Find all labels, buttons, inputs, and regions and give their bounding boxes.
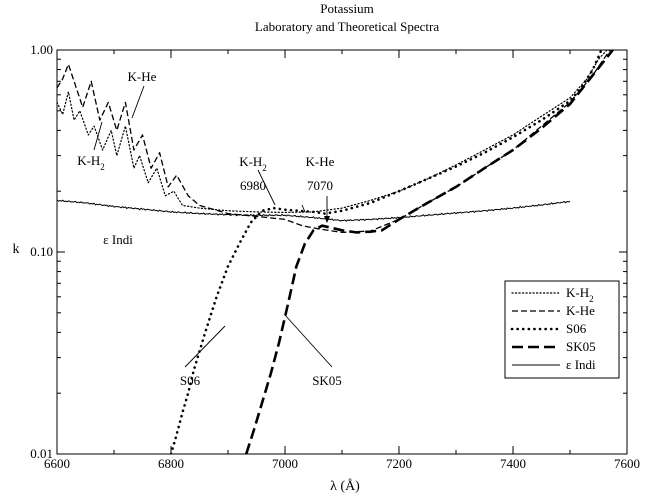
annotation-label: K-He	[306, 154, 335, 169]
legend-label-s06: S06	[566, 321, 587, 336]
series-eps-indi	[57, 199, 571, 222]
annotation-leader	[184, 325, 226, 368]
y-tick-label: 0.10	[30, 244, 53, 259]
annotation-label: K-H2	[77, 153, 105, 172]
series-sk05	[244, 50, 614, 454]
annotation-leader	[301, 204, 306, 213]
annotation-arrowhead	[324, 216, 330, 223]
annotation-label: S06	[180, 373, 201, 388]
series-s06	[169, 50, 603, 454]
x-tick-label: 7400	[500, 456, 526, 471]
chart-title: Potassium	[320, 1, 373, 16]
y-tick-label: 0.01	[30, 446, 53, 461]
annotations: K-He K-H2 K-H2 6980 K-He 7070 ε Indi S06 SK05	[77, 69, 342, 388]
series-k-he	[57, 50, 611, 234]
y-tick-label: 1.00	[30, 42, 53, 57]
chart-subtitle: Laboratory and Theoretical Spectra	[255, 19, 439, 34]
annotation-leader	[284, 314, 333, 368]
series-k-h2	[57, 50, 608, 213]
y-axis-label: k	[13, 242, 20, 257]
annotation-leader	[257, 169, 276, 206]
annotation-leader	[93, 121, 103, 151]
legend-label-k-he: K-He	[566, 303, 595, 318]
x-axis-label: λ (Å)	[330, 478, 360, 494]
annotation-leader	[131, 85, 145, 119]
plot-frame	[56, 49, 628, 455]
x-tick-label: 7600	[614, 456, 640, 471]
x-tick-label: 6800	[158, 456, 184, 471]
x-tick-label: 6600	[44, 456, 70, 471]
x-tick-label: 7200	[386, 456, 412, 471]
legend-label-k-h2: K-H2	[566, 285, 594, 304]
annotation-label: ε Indi	[103, 232, 133, 247]
axis-ticks: 6600 6800 7000 7200 7400 7600 0.01 0.10 1.00	[30, 42, 640, 471]
legend: K-H2K-He S06 SK05 ε Indi	[504, 280, 620, 379]
annotation-label: SK05	[312, 373, 342, 388]
series-lines	[57, 50, 614, 454]
x-tick-label: 7000	[272, 456, 298, 471]
legend-label-sk05: SK05	[566, 339, 596, 354]
annotation-label: 7070	[307, 178, 333, 193]
annotation-label: 6980	[240, 178, 266, 193]
legend-label-eps-indi: ε Indi	[566, 357, 596, 372]
annotation-label: K-He	[128, 69, 157, 84]
annotation-label: K-H2	[239, 154, 267, 173]
